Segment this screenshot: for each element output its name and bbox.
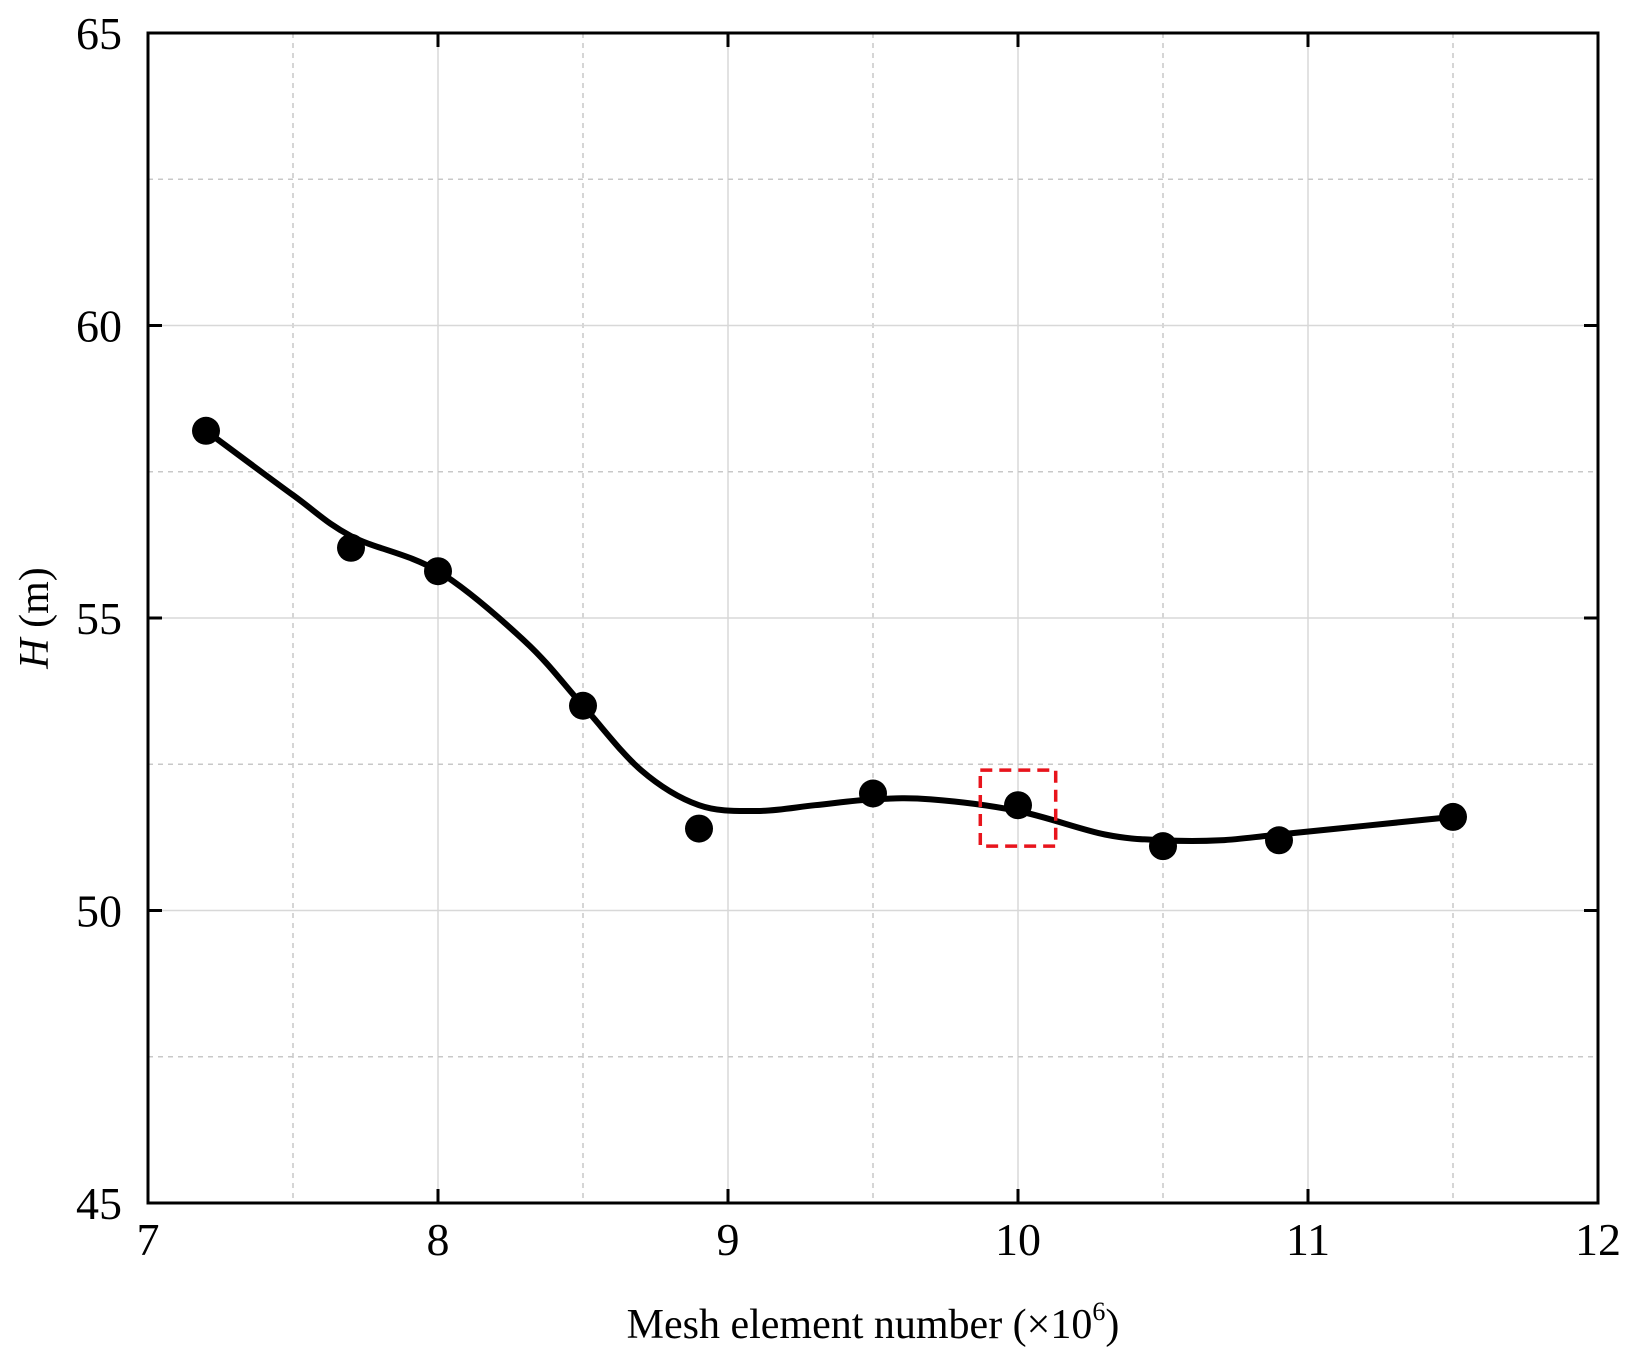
data-point — [1149, 832, 1177, 861]
y-axis-title: H (m) — [12, 567, 58, 670]
tick-labels: 7 8 9 10 11 12 45 50 55 60 65 — [76, 8, 1621, 1265]
data-point — [1265, 826, 1293, 855]
data-point — [569, 691, 597, 720]
y-tick-label: 55 — [76, 593, 122, 644]
y-tick-label: 65 — [76, 8, 122, 59]
x-axis-title-close: ) — [1105, 1302, 1119, 1348]
x-axis-title-superscript: 6 — [1092, 1297, 1105, 1326]
data-point — [859, 779, 887, 808]
data-point — [192, 416, 220, 445]
x-tick-label: 10 — [995, 1214, 1041, 1265]
data-points — [192, 416, 1467, 861]
data-point — [1004, 791, 1032, 820]
x-tick-label: 8 — [427, 1214, 450, 1265]
fit-curve — [203, 427, 1456, 845]
y-tick-label: 50 — [76, 886, 122, 937]
x-tick-label: 9 — [717, 1214, 740, 1265]
y-axis-title-symbol: H — [12, 636, 58, 670]
data-point — [337, 533, 365, 562]
x-tick-label: 11 — [1286, 1214, 1330, 1265]
x-axis-title: Mesh element number (×106) — [627, 1297, 1120, 1348]
axis-ticks — [146, 31, 1600, 1205]
data-point — [685, 814, 713, 843]
x-tick-label: 12 — [1575, 1214, 1621, 1265]
y-tick-label: 45 — [76, 1178, 122, 1229]
grid — [148, 33, 1598, 1203]
data-point — [1439, 802, 1467, 831]
x-tick-label: 7 — [137, 1214, 160, 1265]
x-axis-title-main: Mesh element number (×10 — [627, 1302, 1093, 1348]
y-tick-label: 60 — [76, 301, 122, 352]
y-axis-title-unit: (m) — [12, 567, 58, 638]
data-point — [424, 557, 452, 586]
